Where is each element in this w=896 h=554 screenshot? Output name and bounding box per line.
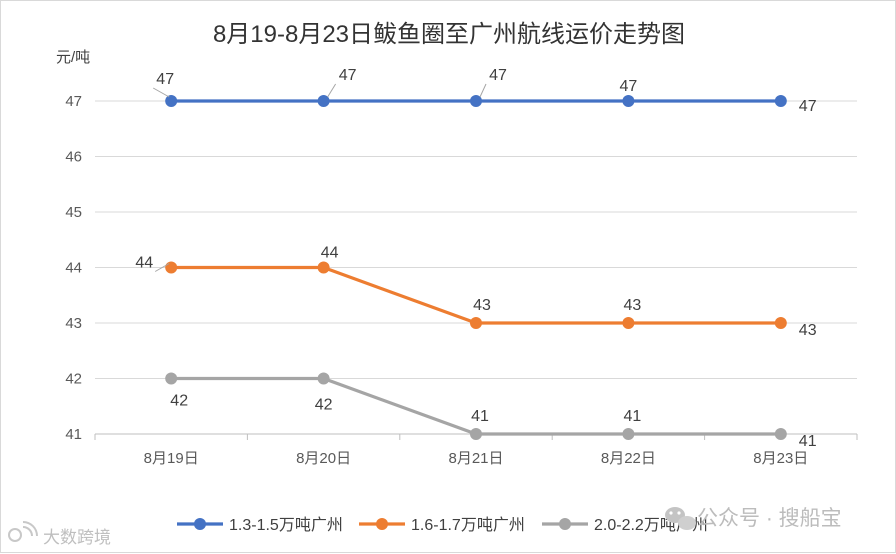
weibo-logo-icon (8, 521, 38, 542)
y-axis-unit-label: 元/吨 (56, 49, 90, 66)
data-label: 43 (799, 322, 817, 339)
data-label: 47 (339, 67, 357, 84)
legend-item-1: 1.3-1.5万吨广州 (177, 516, 343, 534)
data-label: 41 (471, 408, 489, 425)
data-label: 41 (799, 433, 817, 450)
data-label: 42 (170, 393, 188, 410)
label-leader-line (154, 263, 170, 272)
legend-item-2: 1.6-1.7万吨广州 (359, 516, 525, 534)
y-tick-label: 41 (65, 426, 82, 443)
label-leader-line (152, 87, 170, 98)
series-2: 44 44 43 43 43 (135, 245, 816, 340)
data-point (470, 317, 482, 329)
wechat-logo-icon (665, 507, 696, 530)
data-point (470, 428, 482, 440)
data-label: 47 (489, 67, 507, 84)
data-point (165, 95, 178, 107)
chart-title: 8月19-8月23日鲅鱼圈至广州航线运价走势图 (213, 21, 685, 48)
data-point (317, 95, 330, 107)
legend-marker (559, 518, 571, 530)
data-point (317, 261, 330, 274)
y-tick-label: 44 (65, 260, 82, 277)
data-point (317, 372, 330, 385)
series-3: 42 42 41 41 41 (165, 372, 817, 450)
y-axis-ticks: 41 42 43 44 45 46 47 (65, 93, 82, 443)
series-1: 47 47 47 47 47 (152, 67, 817, 115)
x-tick-label: 8月20日 (296, 450, 351, 467)
data-point (622, 428, 635, 440)
watermark-left: 大数跨境 (8, 521, 111, 547)
data-point (622, 317, 635, 329)
watermark-right-text: 公众号 · 搜船宝 (697, 507, 842, 530)
legend-marker (376, 518, 388, 530)
series-line (171, 376, 781, 436)
y-tick-label: 42 (65, 371, 82, 388)
y-tick-label: 47 (65, 93, 82, 110)
label-leader-line (479, 83, 487, 98)
watermark-right: 公众号 · 搜船宝 (665, 507, 842, 530)
legend-marker (194, 518, 206, 530)
data-label: 47 (620, 78, 638, 95)
data-label: 41 (624, 408, 642, 425)
data-point (774, 95, 787, 107)
data-label: 44 (135, 255, 153, 272)
data-label: 43 (473, 297, 491, 314)
x-tick-label: 8月23日 (753, 450, 808, 467)
data-point (622, 95, 635, 107)
x-axis-ticks: 8月19日 8月20日 8月21日 8月22日 8月23日 (94, 434, 858, 467)
legend-label: 1.6-1.7万吨广州 (411, 516, 525, 534)
data-point (165, 372, 178, 385)
legend: 1.3-1.5万吨广州 1.6-1.7万吨广州 2.0-2.2万吨广州 (177, 516, 708, 534)
data-label: 44 (321, 245, 339, 262)
data-label: 43 (624, 297, 642, 314)
data-label: 47 (799, 98, 817, 115)
x-tick-label: 8月21日 (448, 450, 503, 467)
x-tick-label: 8月22日 (601, 450, 656, 467)
data-point (165, 261, 178, 274)
data-label: 42 (315, 397, 333, 414)
data-point (774, 317, 787, 329)
legend-label: 1.3-1.5万吨广州 (229, 516, 343, 534)
label-leader-line (327, 83, 337, 98)
data-point (774, 428, 787, 440)
watermark-left-text: 大数跨境 (43, 528, 111, 547)
y-tick-label: 46 (65, 149, 82, 166)
data-label: 47 (156, 71, 174, 88)
data-point (470, 95, 482, 107)
y-tick-label: 43 (65, 315, 82, 332)
series-layer: 47 47 47 47 47 44 44 43 43 43 42 42 41 41 41 (135, 67, 816, 450)
y-tick-label: 45 (65, 204, 82, 221)
x-tick-label: 8月19日 (144, 450, 199, 467)
series-line (171, 265, 781, 325)
